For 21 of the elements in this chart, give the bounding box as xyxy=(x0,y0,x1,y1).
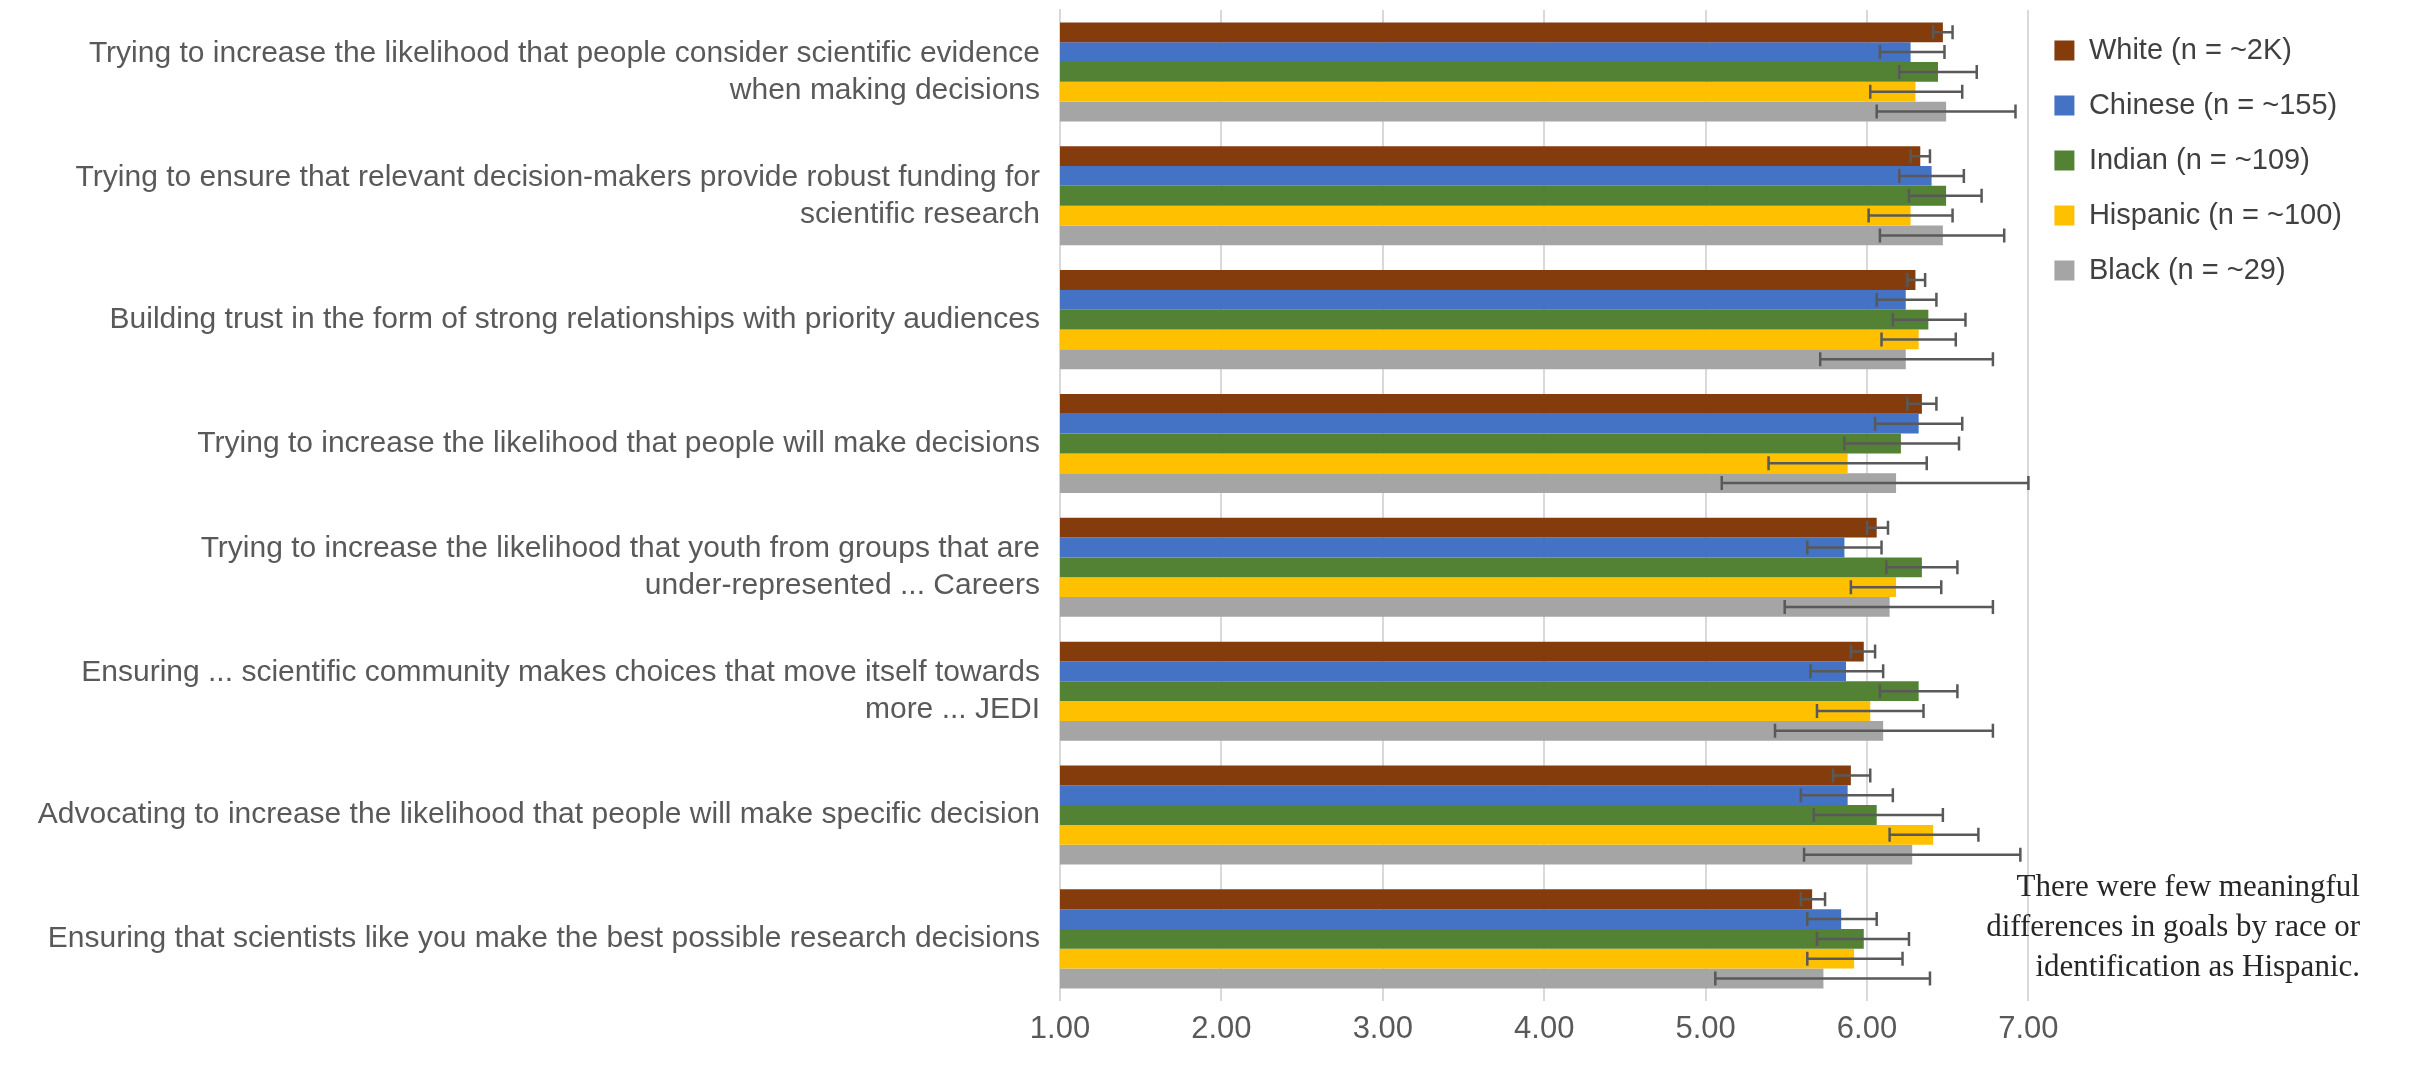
x-tick-label: 3.00 xyxy=(1352,1009,1413,1045)
y-tick-label: Trying to ensure that relevant decision-makers provide robust funding for scientific research xyxy=(75,158,1040,229)
legend-label: Black (n = ~29) xyxy=(2088,252,2286,285)
y-tick-label: Trying to increase the likelihood that people consider scientific evidence when making decisions xyxy=(88,34,1040,105)
y-tick-label: Ensuring ... scientific community makes choices that move itself towards more ... JEDI xyxy=(81,653,1040,724)
x-tick-label: 6.00 xyxy=(1836,1009,1898,1045)
legend-label: Chinese (n = ~155) xyxy=(2088,87,2338,120)
y-tick-label: Trying to increase the likelihood that people will make decisions xyxy=(197,424,1040,458)
annotation: There were few meaningful differences in goals by race or identification as Hispanic. xyxy=(1985,867,2360,985)
legend-label: Indian (n = ~109) xyxy=(2088,142,2310,175)
legend-label: White (n = ~2K) xyxy=(2088,32,2293,65)
legend-label: Hispanic (n = ~100) xyxy=(2088,197,2343,230)
x-tick-label: 5.00 xyxy=(1675,1009,1736,1045)
x-tick-label: 4.00 xyxy=(1514,1009,1575,1045)
x-tick-label: 2.00 xyxy=(1191,1009,1252,1045)
y-tick-label: Advocating to increase the likelihood that people will make specific decision xyxy=(37,796,1040,830)
x-tick-label: 7.00 xyxy=(1998,1009,2059,1045)
y-tick-label: Ensuring that scientists like you make the best possible research decisions xyxy=(47,920,1040,954)
y-tick-label: Building trust in the form of strong relationships with priority audiences xyxy=(109,300,1040,334)
y-tick-label: Trying to increase the likelihood that youth from groups that are under-represented ... Careers xyxy=(200,530,1040,601)
x-tick-label: 1.00 xyxy=(1029,1009,1091,1045)
